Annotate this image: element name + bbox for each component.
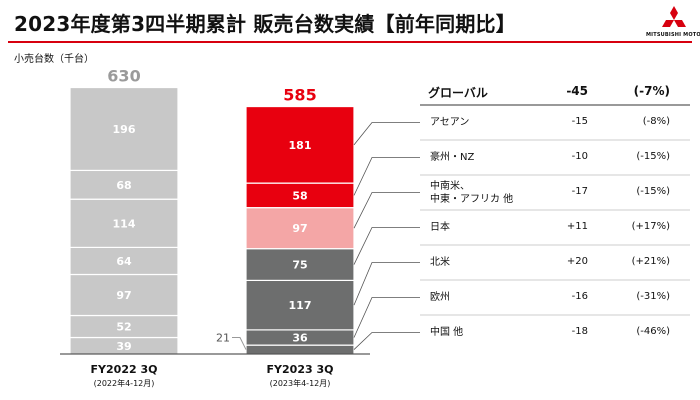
- bar-segment: [69, 198, 179, 249]
- global-name: グローバル: [428, 86, 488, 100]
- bar-segment: [245, 105, 355, 184]
- data-label: 39: [116, 340, 131, 353]
- total-label: 585: [283, 86, 316, 105]
- region-change: -15: [571, 115, 588, 127]
- region-pct: (+21%): [631, 255, 670, 267]
- region-change: -18: [571, 325, 588, 337]
- region-pct: (-46%): [636, 325, 670, 337]
- data-label: 52: [116, 321, 131, 334]
- region-pct: (-15%): [636, 185, 670, 197]
- bar-segment: [245, 344, 355, 355]
- annotation-leader: [232, 337, 247, 350]
- data-label: 114: [113, 217, 136, 230]
- category-subtitle: (2023年4-12月): [270, 378, 331, 388]
- bar-segment: [69, 273, 179, 317]
- global-pct: (-7%): [633, 84, 670, 98]
- data-label: 97: [292, 222, 307, 235]
- region-pct: (+17%): [631, 220, 670, 232]
- logo-wordmark: MITSUBISHI MOTORS: [646, 32, 700, 38]
- leader-line: [353, 192, 420, 229]
- region-name: 日本: [430, 222, 450, 233]
- region-change: +20: [566, 255, 588, 267]
- region-pct: (-31%): [636, 290, 670, 302]
- region-name: 中南米、 中東・アフリカ 他: [430, 180, 514, 205]
- bar-segment: [69, 86, 179, 172]
- data-label: 196: [113, 123, 136, 136]
- category-label: FY2022 3Q: [91, 363, 158, 376]
- data-label: 36: [292, 332, 308, 345]
- page-title: 2023年度第3四半期累計 販売台数実績【前年同期比】: [14, 12, 516, 36]
- region-name: 豪州・NZ: [430, 152, 475, 163]
- region-change: -16: [571, 290, 588, 302]
- bar-segment: [245, 279, 355, 331]
- data-label: 117: [289, 299, 312, 312]
- category-subtitle: (2022年4-12月): [94, 378, 155, 388]
- region-name: 欧州: [430, 292, 450, 303]
- global-change: -45: [566, 84, 588, 98]
- data-label: 181: [289, 139, 312, 152]
- category-label: FY2023 3Q: [267, 363, 334, 376]
- region-name: 北米: [430, 257, 450, 268]
- leader-line: [353, 297, 420, 338]
- data-label: 75: [292, 259, 307, 272]
- leader-line: [353, 157, 420, 196]
- data-label: 97: [116, 289, 131, 302]
- y-axis-label: 小売台数（千台）: [14, 54, 94, 65]
- region-pct: (-8%): [642, 115, 670, 127]
- bar-segment: [69, 169, 179, 200]
- total-label: 630: [107, 67, 140, 86]
- region-name: アセアン: [430, 117, 470, 128]
- region-change: +11: [566, 220, 588, 232]
- leader-line: [353, 332, 420, 350]
- leader-line: [353, 262, 420, 306]
- mitsubishi-logo-icon: [662, 6, 686, 27]
- region-change: -10: [571, 150, 588, 162]
- region-pct: (-15%): [636, 150, 670, 162]
- data-label: 68: [116, 179, 131, 192]
- annotation-label: 21: [216, 332, 230, 345]
- title-divider: [8, 41, 692, 43]
- region-change: -17: [571, 185, 588, 197]
- data-label: 64: [116, 255, 132, 268]
- region-name: 中国 他: [430, 327, 464, 338]
- leader-line: [353, 227, 420, 265]
- data-label: 58: [292, 189, 307, 202]
- leader-line: [353, 122, 420, 146]
